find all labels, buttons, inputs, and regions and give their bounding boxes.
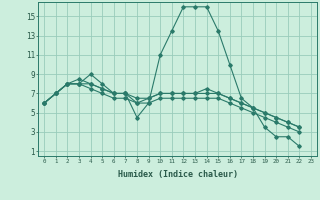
X-axis label: Humidex (Indice chaleur): Humidex (Indice chaleur) <box>118 170 238 179</box>
